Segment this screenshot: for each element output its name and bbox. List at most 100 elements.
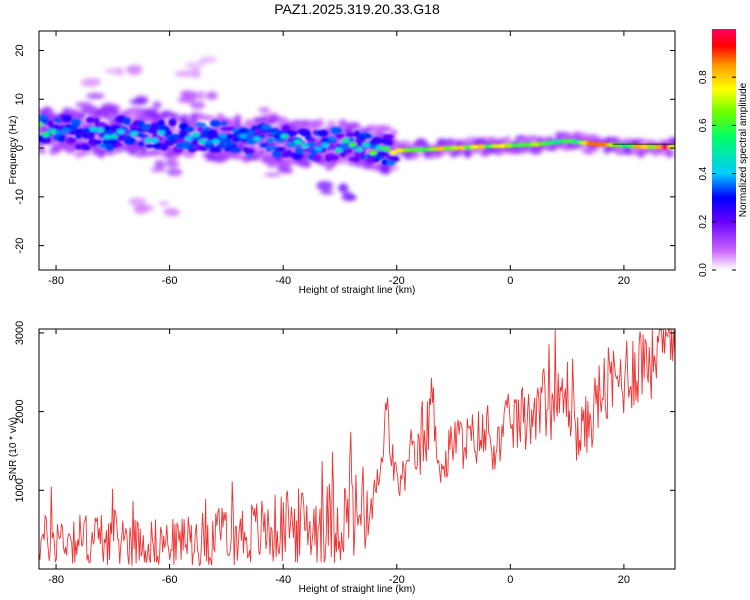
x-tick-label: 20 bbox=[618, 574, 630, 586]
x-tick-label: 0 bbox=[507, 574, 513, 586]
snr-series-line bbox=[39, 329, 675, 567]
spectral-cell bbox=[312, 153, 322, 162]
x-tick-label: -40 bbox=[275, 275, 291, 287]
spectral-blob bbox=[166, 168, 183, 177]
spectral-halo bbox=[133, 144, 144, 152]
spectral-halo bbox=[669, 137, 675, 146]
spectral-peak bbox=[314, 146, 323, 152]
spectral-peak bbox=[266, 138, 275, 144]
spectral-cell bbox=[95, 139, 102, 145]
spectral-blob bbox=[258, 107, 271, 113]
x-tick-label: 0 bbox=[507, 275, 513, 287]
colorbar-gradient bbox=[712, 29, 736, 270]
snr-y-axis: 3000 2000 1000 bbox=[14, 321, 675, 503]
colorbar-tick-label: 0.2 bbox=[698, 214, 709, 228]
spectral-peak bbox=[39, 121, 43, 127]
spectral-cell bbox=[197, 126, 204, 132]
spectral-peak bbox=[89, 126, 98, 132]
spectral-halo bbox=[316, 118, 324, 128]
spectral-blob bbox=[152, 101, 162, 109]
spectral-cell bbox=[159, 143, 169, 151]
spectral-cell bbox=[329, 154, 339, 161]
colorbar-label: Normalized spectral amplitude bbox=[738, 82, 749, 217]
spectral-cell bbox=[114, 142, 123, 148]
spectral-blob bbox=[86, 92, 105, 100]
spectral-blob bbox=[206, 91, 218, 101]
snr-x-label: Height of straight line (km) bbox=[299, 584, 416, 595]
spectral-cell bbox=[47, 120, 54, 127]
spectral-blob bbox=[150, 167, 167, 172]
spectral-peak bbox=[157, 130, 166, 136]
spectrogram-panel: -80 -60 -40 -20 0 20 20 10 0 -10 -20 Height of st… bbox=[8, 30, 676, 296]
y-tick-label: 3000 bbox=[14, 321, 26, 345]
spectral-peak bbox=[69, 125, 78, 131]
snr-frame bbox=[38, 328, 676, 570]
spectral-cell bbox=[272, 151, 283, 158]
spectral-cell bbox=[44, 136, 51, 144]
spectral-peak bbox=[109, 134, 118, 140]
spectral-halo bbox=[77, 112, 86, 120]
spectral-cell bbox=[244, 148, 255, 155]
spectral-cell bbox=[335, 133, 345, 139]
spectral-halo bbox=[287, 145, 296, 152]
spectral-halo bbox=[461, 138, 469, 147]
spectral-halo bbox=[569, 142, 582, 150]
spectral-cell bbox=[238, 129, 249, 136]
spectral-peak bbox=[667, 144, 675, 150]
spectral-halo bbox=[234, 114, 242, 123]
spectral-peak bbox=[212, 139, 221, 145]
spectral-halo bbox=[98, 149, 105, 159]
spectral-blob bbox=[154, 159, 165, 169]
spectral-cell bbox=[168, 118, 177, 127]
spectral-cell bbox=[291, 152, 304, 160]
spectral-cell bbox=[209, 119, 221, 128]
spectral-cell bbox=[371, 136, 383, 145]
spectral-halo bbox=[379, 167, 392, 175]
spectral-halo bbox=[160, 110, 174, 118]
spectral-blob bbox=[126, 64, 143, 74]
y-tick-label: 1000 bbox=[14, 478, 26, 502]
spectral-blob bbox=[134, 204, 155, 212]
spectral-cell bbox=[382, 134, 394, 140]
x-tick-label: -60 bbox=[162, 574, 178, 586]
y-tick-label: 10 bbox=[14, 93, 26, 105]
spectral-halo bbox=[389, 165, 399, 171]
spectral-cell bbox=[220, 121, 227, 126]
spectral-cell bbox=[91, 117, 100, 124]
y-tick-label: 2000 bbox=[14, 399, 26, 423]
spectral-halo bbox=[358, 128, 373, 134]
spectral-blob bbox=[128, 197, 147, 207]
spectral-cell bbox=[274, 146, 286, 152]
spectral-peak bbox=[280, 133, 289, 139]
spectral-blob bbox=[174, 70, 194, 78]
spectral-blob bbox=[196, 90, 206, 101]
spectral-cell bbox=[379, 150, 386, 157]
spectral-cell bbox=[67, 127, 79, 136]
spectral-halo bbox=[379, 125, 392, 132]
spectral-halo bbox=[476, 137, 488, 144]
spectral-peak bbox=[137, 132, 146, 138]
colorbar-tick-label: 0.4 bbox=[698, 166, 709, 180]
spectrogram-core-layer bbox=[39, 113, 675, 166]
spectral-halo bbox=[591, 147, 600, 152]
spectral-peak bbox=[341, 138, 350, 144]
spectral-blob bbox=[158, 201, 170, 206]
spectral-blob bbox=[164, 159, 180, 168]
colorbar-ticks: 0.0 0.2 0.4 0.6 0.8 bbox=[698, 70, 736, 277]
spectral-blob bbox=[341, 195, 352, 200]
spectral-peak bbox=[239, 133, 248, 139]
spectral-cell bbox=[145, 143, 155, 149]
y-tick-label: 20 bbox=[14, 44, 26, 56]
snr-y-label: SNR (10 * v/v) bbox=[8, 417, 19, 481]
spectral-cell bbox=[70, 118, 82, 125]
spectral-peak bbox=[362, 142, 371, 148]
colorbar: 0.0 0.2 0.4 0.6 0.8 Normalized spectral ampl… bbox=[698, 29, 749, 277]
spectral-cell bbox=[84, 145, 91, 150]
spectral-blob bbox=[192, 69, 202, 79]
spectral-peak bbox=[96, 127, 105, 133]
spectral-halo bbox=[41, 125, 48, 132]
spectral-peak bbox=[368, 150, 377, 156]
snr-x-axis: -80 -60 -40 -20 0 20 bbox=[48, 329, 630, 586]
spectral-peak bbox=[293, 139, 302, 145]
spectral-cell bbox=[206, 129, 218, 137]
